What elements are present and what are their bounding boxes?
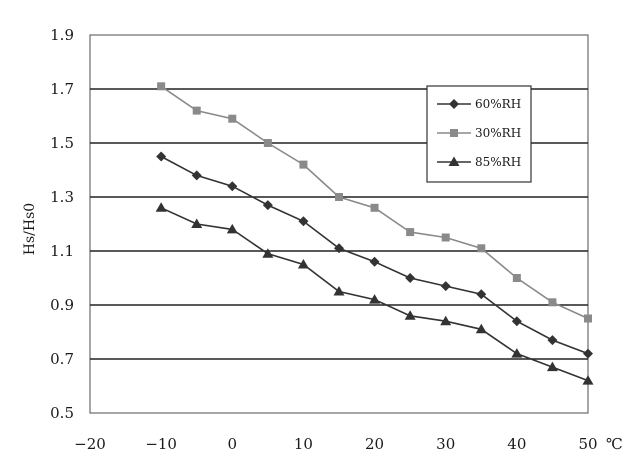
y-tick-label: 0.5 <box>50 404 74 422</box>
x-tick-label: 50 <box>578 435 597 453</box>
data-point-triangle <box>582 375 594 385</box>
data-point-square <box>370 203 379 212</box>
data-point-square <box>335 193 343 201</box>
y-tick-label: 0.7 <box>50 350 74 368</box>
data-point-diamond <box>369 256 380 267</box>
series-60%RH <box>156 151 593 359</box>
data-point-diamond <box>262 200 273 211</box>
data-point-square <box>263 139 272 147</box>
x-tick-label: −20 <box>74 435 106 453</box>
x-tick-label: 40 <box>507 435 526 453</box>
legend-item: 85%RH <box>437 155 521 169</box>
legend-label: 60%RH <box>475 97 521 111</box>
data-point-triangle <box>546 361 558 372</box>
data-point-square <box>228 114 237 123</box>
data-point-square <box>406 228 415 237</box>
legend: 60%RH 30%RH 85%RH <box>426 85 532 183</box>
data-point-square <box>441 233 450 242</box>
data-point-triangle <box>404 310 416 320</box>
data-point-diamond <box>511 316 522 327</box>
data-point-diamond <box>440 281 451 292</box>
x-axis-ticks: −20 −10 0 10 20 30 40 50 <box>74 435 597 453</box>
data-point-diamond <box>191 170 202 181</box>
y-axis-label: Hs/Hs0 <box>22 203 38 255</box>
data-point-diamond <box>298 216 309 227</box>
legend-label: 30%RH <box>475 126 521 140</box>
y-axis-ticks: 0.5 0.7 0.9 1.1 1.3 1.5 1.7 1.9 <box>50 26 74 422</box>
legend-item: 30%RH <box>437 126 521 140</box>
x-tick-label: 0 <box>228 435 238 453</box>
data-point-square <box>584 314 592 323</box>
data-point-diamond <box>227 181 238 192</box>
data-point-square <box>299 160 308 169</box>
data-point-diamond <box>405 273 416 283</box>
y-tick-label: 1.5 <box>50 134 74 152</box>
y-tick-label: 0.9 <box>50 296 74 314</box>
data-point-triangle <box>333 286 345 296</box>
data-point-diamond <box>156 151 167 162</box>
x-tick-label: 10 <box>294 435 313 453</box>
data-point-triangle <box>369 294 381 304</box>
data-point-triangle <box>191 218 203 228</box>
data-point-diamond <box>583 348 593 359</box>
series-85%RH <box>155 202 594 385</box>
data-point-square <box>192 106 201 115</box>
data-point-diamond <box>334 243 344 254</box>
data-point-triangle <box>448 156 460 166</box>
data-point-triangle <box>440 315 452 326</box>
data-point-triangle <box>297 259 309 269</box>
legend-item: 60%RH <box>437 97 521 111</box>
x-tick-label: 30 <box>436 435 455 453</box>
data-point-square <box>450 129 458 137</box>
legend-label: 85%RH <box>475 155 521 169</box>
x-axis-unit: ℃ <box>606 435 623 453</box>
data-point-diamond <box>547 335 558 346</box>
y-tick-label: 1.7 <box>50 80 74 98</box>
data-point-square <box>477 244 486 253</box>
data-point-square <box>512 274 521 282</box>
data-point-triangle <box>226 223 238 234</box>
legend-box <box>426 85 532 183</box>
y-tick-label: 1.3 <box>50 188 74 206</box>
data-point-square <box>157 82 166 91</box>
data-point-triangle <box>262 248 274 258</box>
data-point-triangle <box>511 348 523 358</box>
data-point-triangle <box>475 323 487 334</box>
y-tick-label: 1.9 <box>50 26 74 44</box>
x-tick-label: 20 <box>365 435 384 453</box>
series-30%RH <box>157 82 592 323</box>
data-point-diamond <box>476 289 487 300</box>
data-point-diamond <box>449 99 459 109</box>
data-point-square <box>548 298 557 307</box>
series-layer <box>155 82 594 385</box>
y-tick-label: 1.1 <box>50 242 74 260</box>
x-tick-label: −10 <box>145 435 177 453</box>
data-point-triangle <box>155 202 167 212</box>
